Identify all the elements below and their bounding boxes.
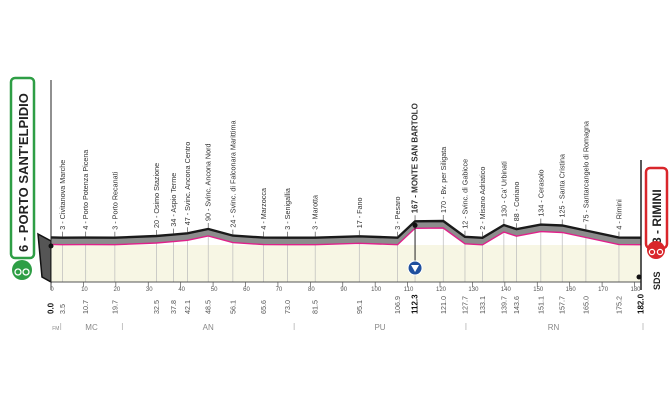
- km-label: 19.7: [110, 300, 119, 314]
- waypoint-label: 130 - Ca' Urbinati: [499, 161, 508, 217]
- x-tick-label: 140: [501, 287, 512, 293]
- km-label: 56.1: [228, 300, 237, 314]
- km-label: 139.7: [499, 296, 508, 314]
- waypoint-label: 125 - Santa Cristina: [558, 154, 567, 218]
- profile-top-line: [50, 219, 642, 240]
- waypoint-label: 167 - MONTE SAN BARTOLO: [411, 103, 420, 213]
- waypoint-label: 2 - Misano Adriatico: [478, 167, 487, 230]
- km-label: 10.7: [81, 300, 90, 314]
- x-tick-label: 150: [533, 287, 544, 293]
- waypoint-label: 134 - Cerasolo: [536, 169, 545, 216]
- km-label: 37.8: [169, 300, 178, 314]
- x-tick-label: 90: [340, 287, 347, 293]
- waypoint-label: 4 - Marzocca: [259, 188, 268, 230]
- start-label: 6 - PORTO SANT'ELPIDIO: [16, 93, 31, 252]
- km-label: 65.6: [259, 300, 268, 314]
- road-line: [50, 227, 642, 246]
- x-tick-label: 100: [371, 287, 382, 293]
- start-badge: 6 - PORTO SANT'ELPIDIO: [9, 76, 36, 280]
- x-tick-label: 180: [631, 287, 642, 293]
- kom-triangle-icon: [411, 265, 420, 272]
- waypoint-label: 75 - Santarcangelo di Romagna: [581, 121, 590, 223]
- waypoint-label: 3 - Porto Recanati: [110, 171, 119, 229]
- km-label: 42.1: [183, 300, 192, 314]
- km-label: 112.3: [411, 294, 420, 314]
- km-label: 121.0: [439, 296, 448, 314]
- x-tick-label: 130: [468, 287, 479, 293]
- km-label: 81.5: [311, 300, 320, 314]
- province-label: RN: [548, 323, 560, 332]
- finish-dot: [636, 274, 642, 280]
- sponsor-logo: SDS: [652, 271, 662, 290]
- km-label: 0.0: [47, 302, 56, 314]
- km-label: 151.1: [536, 296, 545, 314]
- x-tick-label: 50: [211, 287, 218, 293]
- waypoint-label: 3 - Civitanova Marche: [58, 160, 67, 230]
- profile-face: [51, 221, 641, 245]
- x-tick-label: 160: [566, 287, 577, 293]
- waypoint-label: 90 - Svinc. Ancona Nord: [204, 143, 213, 221]
- km-label: 3.5: [58, 304, 67, 314]
- province-label: MC: [85, 323, 98, 332]
- wheel: [648, 248, 656, 256]
- waypoint-label: 3 - Senigallia: [283, 188, 292, 230]
- wheel: [22, 268, 30, 276]
- waypoint-label: 47 - Svinc. Ancona Centro: [183, 142, 192, 226]
- km-label: 175.2: [614, 296, 623, 314]
- km-label: 106.9: [393, 296, 402, 314]
- x-tick-label: 40: [178, 287, 185, 293]
- x-tick-label: 30: [146, 287, 153, 293]
- waypoint-label: 24 - Svinc. di Falconara Marittima: [228, 121, 237, 228]
- waypoint-label: 170 - Bv. per Siligata: [439, 147, 448, 213]
- start-badge-frame: [9, 76, 36, 260]
- x-tick-label: 70: [276, 287, 283, 293]
- x-tick-label: 10: [81, 287, 88, 293]
- profile-side: [37, 232, 52, 284]
- x-tick-label: 120: [436, 287, 447, 293]
- finish-badge: 3 - RIMINI: [644, 166, 669, 259]
- finish-town-label: 3 - RIMINI: [650, 189, 664, 244]
- wheel: [656, 248, 664, 256]
- wheel: [14, 268, 22, 276]
- waypoint-label: 34 - Aspio Terme: [169, 173, 178, 227]
- waypoint-label: 4 - Rimini: [614, 199, 623, 230]
- province-label: FM: [52, 326, 59, 332]
- kom-dot: [412, 222, 418, 228]
- profile-ground: [51, 245, 641, 282]
- waypoint-label: 3 - Pesaro: [393, 197, 402, 230]
- km-label: 165.0: [581, 296, 590, 314]
- waypoint-label: 4 - Porto Potenza Picena: [81, 150, 90, 230]
- x-tick-label: 0: [50, 287, 54, 293]
- x-tick-label: 60: [243, 287, 250, 293]
- km-label: 32.5: [152, 300, 161, 314]
- waypoint-label: 3 - Marotta: [311, 195, 320, 230]
- km-label: 182.0: [637, 293, 646, 314]
- waypoint-label: 88 - Coriano: [512, 182, 521, 222]
- km-label: 127.7: [460, 296, 469, 314]
- waypoint-label: 17 - Fano: [355, 198, 364, 229]
- waypoint-label: 12 - Svinc. di Gabicce: [460, 159, 469, 229]
- km-label: 73.0: [283, 300, 292, 314]
- km-label: 143.6: [512, 296, 521, 314]
- province-label: PU: [374, 323, 385, 332]
- km-label: 157.7: [558, 296, 567, 314]
- x-tick-label: 110: [404, 287, 414, 293]
- x-tick-label: 20: [113, 287, 120, 293]
- km-label: 48.5: [204, 300, 213, 314]
- x-tick-label: 80: [308, 287, 315, 293]
- x-tick-label: 170: [598, 287, 609, 293]
- km-label: 133.1: [478, 296, 487, 314]
- km-label: 95.1: [355, 300, 364, 314]
- waypoint-label: 20 - Osimo Stazione: [152, 163, 161, 228]
- start-dot: [48, 243, 54, 249]
- province-label: AN: [203, 323, 214, 332]
